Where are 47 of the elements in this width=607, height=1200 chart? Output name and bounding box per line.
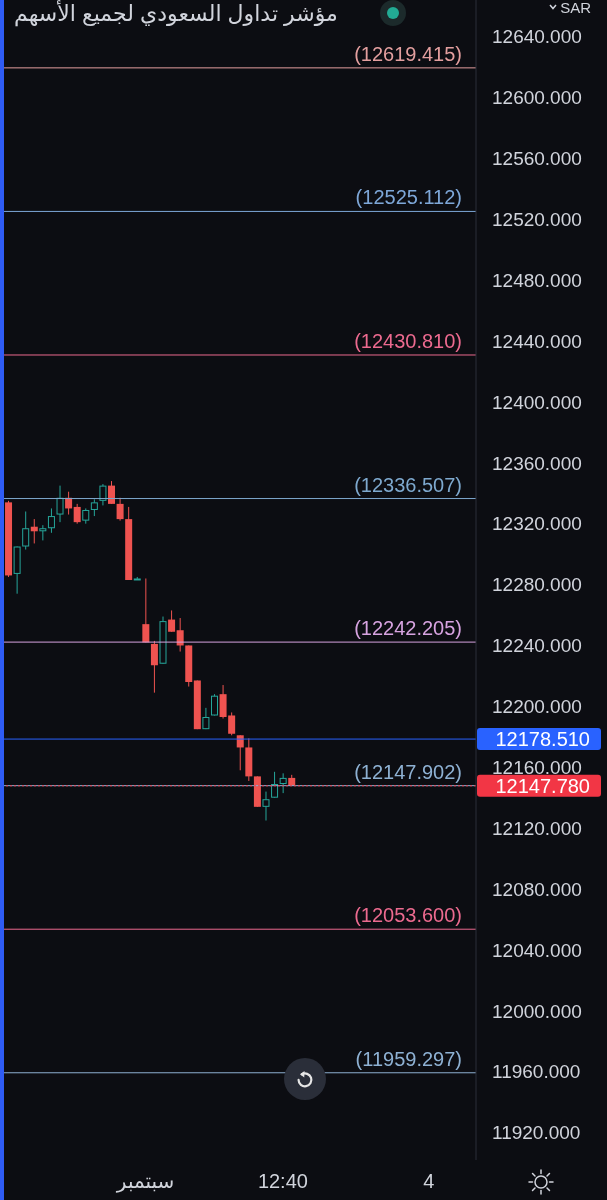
annotation: (12430.810) [354, 329, 462, 352]
candlestick [47, 507, 55, 534]
y-tick-label: 12120.000 [492, 817, 582, 839]
y-tick-label: 12200.000 [492, 696, 582, 718]
y-tick-label: 12440.000 [492, 330, 582, 352]
annotation: (12147.902) [354, 760, 462, 783]
y-tick-label: 12400.000 [492, 391, 582, 413]
candlestick [262, 791, 270, 822]
y-tick-label: 12160.000 [492, 756, 582, 778]
chart-title: مؤشر تداول السعودي لجميع الأسهم [14, 0, 338, 28]
annotation: (12242.205) [354, 617, 462, 640]
candlestick [56, 485, 64, 523]
y-tick-label: 11920.000 [492, 1122, 581, 1144]
candlestick [39, 524, 47, 541]
y-tick-label: 12600.000 [492, 87, 582, 109]
annotation: (12336.507) [354, 473, 462, 496]
text: SAR [560, 0, 591, 16]
candlestick [279, 772, 287, 794]
candlestick [142, 577, 150, 643]
candlestick [210, 693, 218, 716]
y-tick-label: 12280.000 [492, 574, 582, 596]
candlestick [271, 771, 279, 799]
annotation: (12053.600) [354, 904, 462, 927]
candlestick [99, 483, 107, 506]
y-tick-label: 12240.000 [492, 635, 582, 657]
annotation: (12619.415) [354, 42, 462, 65]
y-tick-label: 11960.000 [492, 1061, 581, 1083]
ref-line-label: 12147.780 [495, 775, 590, 798]
candlestick [116, 497, 124, 522]
x-tick-label: سبتمبر [115, 1170, 175, 1194]
candlestick [150, 640, 158, 694]
y-tick-label: 12360.000 [492, 452, 582, 474]
y-tick-label: 12480.000 [492, 269, 582, 291]
annotation: (12525.112) [355, 186, 462, 209]
y-tick-label: 12000.000 [492, 1000, 582, 1022]
y-tick-label: 12520.000 [492, 208, 582, 230]
candlestick [168, 609, 176, 633]
x-tick-label: 4 [423, 1170, 435, 1193]
y-tick-label: 12320.000 [492, 513, 582, 535]
y-tick-label: 12560.000 [492, 148, 582, 170]
ref-line-label: 12178.510 [495, 728, 590, 751]
x-tick-label: 12:40 [257, 1170, 308, 1193]
y-tick-label: 12640.000 [492, 26, 582, 48]
candlestick [73, 503, 81, 525]
y-tick-label: 12080.000 [492, 878, 582, 900]
y-tick-label: 12040.000 [492, 939, 582, 961]
annotation: (11959.297) [355, 1047, 462, 1070]
